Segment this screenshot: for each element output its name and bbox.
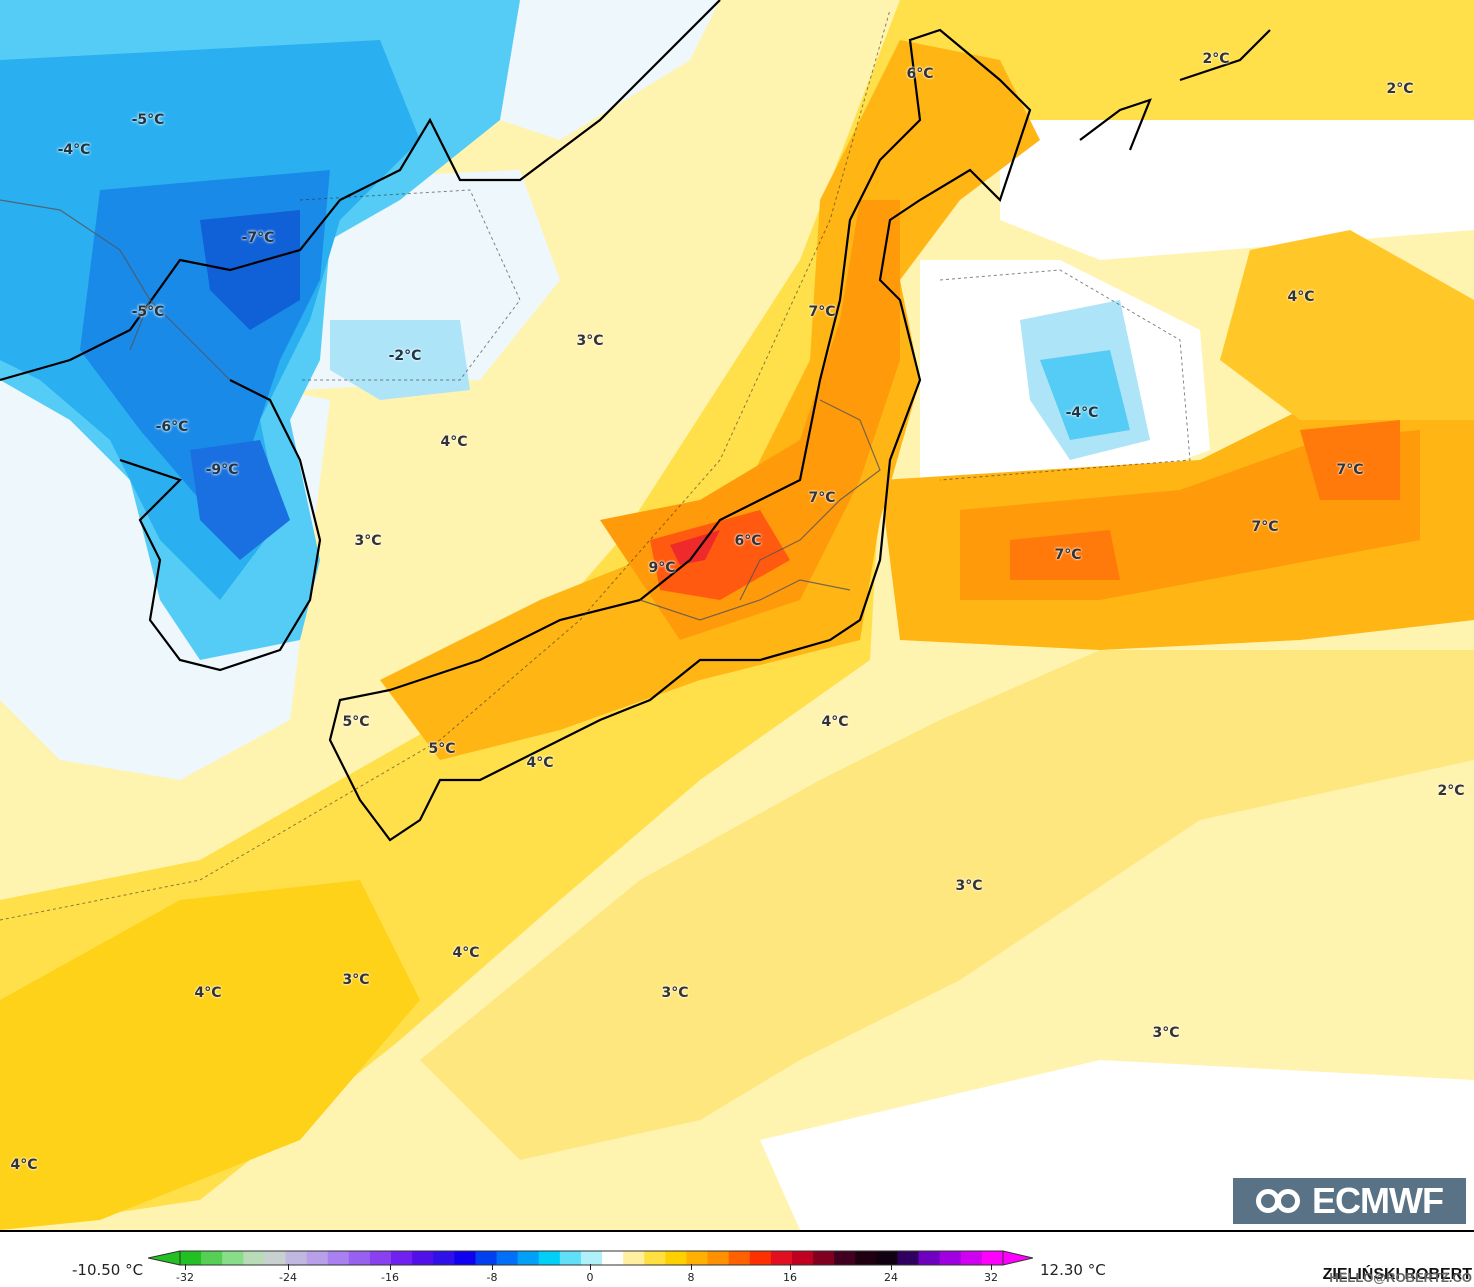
tick-label: 0	[586, 1271, 594, 1284]
tick-label: 16	[783, 1271, 797, 1284]
temperature-anomaly-map: -5°C -4°C -7°C -5°C -6°C -9°C -2°C -4°C 3°C 4°C 3°…	[0, 0, 1474, 1232]
tick-label: -16	[381, 1271, 399, 1284]
tick-mark	[691, 1264, 692, 1270]
temperature-label: 7°C	[1054, 547, 1082, 563]
temperature-label: 2°C	[1386, 81, 1414, 97]
tick-mark	[891, 1264, 892, 1270]
temperature-label: 3°C	[1152, 1025, 1180, 1041]
temperature-label: -9°C	[205, 462, 239, 478]
tick-mark	[991, 1264, 992, 1270]
temperature-label: -5°C	[131, 304, 165, 320]
temperature-label: 6°C	[734, 533, 762, 549]
tick-mark	[185, 1264, 186, 1270]
temperature-label: -5°C	[131, 112, 165, 128]
tick-label: 8	[687, 1271, 695, 1284]
temperature-label: -4°C	[57, 142, 91, 158]
tick-mark	[390, 1264, 391, 1270]
tick-label: -24	[279, 1271, 297, 1284]
temperature-label: -7°C	[241, 230, 275, 246]
ecmwf-logo-text: ECMWF	[1312, 1180, 1444, 1221]
temperature-label: -4°C	[1065, 405, 1099, 421]
tick-label: -32	[176, 1271, 194, 1284]
temperature-label: 4°C	[526, 755, 554, 771]
tick-label: 32	[984, 1271, 998, 1284]
temperature-label: 7°C	[808, 304, 836, 320]
temperature-label: 7°C	[1336, 462, 1364, 478]
temperature-label: 4°C	[1287, 289, 1315, 305]
temperature-label: 5°C	[428, 741, 456, 757]
tick-mark	[288, 1264, 289, 1270]
map-fill	[0, 0, 1474, 1230]
ecmwf-logo: ECMWF	[1233, 1178, 1466, 1224]
ecmwf-logo-icon	[1256, 1186, 1304, 1216]
legend-max-label: 12.30 °C	[1040, 1261, 1106, 1279]
temperature-label: 6°C	[906, 66, 934, 82]
temperature-label: 7°C	[808, 490, 836, 506]
temperature-label: 3°C	[661, 985, 689, 1001]
temperature-label: 2°C	[1437, 783, 1465, 799]
tick-mark	[590, 1264, 591, 1270]
temperature-label: 4°C	[194, 985, 222, 1001]
temperature-label: 5°C	[342, 714, 370, 730]
temperature-label: 9°C	[648, 560, 676, 576]
tick-mark	[790, 1264, 791, 1270]
temperature-label: 3°C	[354, 533, 382, 549]
color-scale-bar	[148, 1250, 1033, 1266]
temperature-label: 3°C	[955, 878, 983, 894]
tick-mark	[492, 1264, 493, 1270]
temperature-label: 3°C	[342, 972, 370, 988]
author-credit: ZIELIŃSKI ROBERT	[1322, 1266, 1472, 1283]
temperature-label: -2°C	[388, 348, 422, 364]
temperature-label: 4°C	[821, 714, 849, 730]
tick-label: 24	[884, 1271, 898, 1284]
temperature-label: 4°C	[452, 945, 480, 961]
temperature-label: 7°C	[1251, 519, 1279, 535]
temperature-label: -6°C	[155, 419, 189, 435]
temperature-label: 2°C	[1202, 51, 1230, 67]
author-email: HELLO@ROBERTZ.CO	[1329, 1270, 1472, 1285]
legend-min-label: -10.50 °C	[72, 1261, 144, 1279]
tick-label: -8	[486, 1271, 498, 1284]
temperature-label: 4°C	[10, 1157, 38, 1173]
temperature-label: 3°C	[576, 333, 604, 349]
temperature-label: 4°C	[440, 434, 468, 450]
